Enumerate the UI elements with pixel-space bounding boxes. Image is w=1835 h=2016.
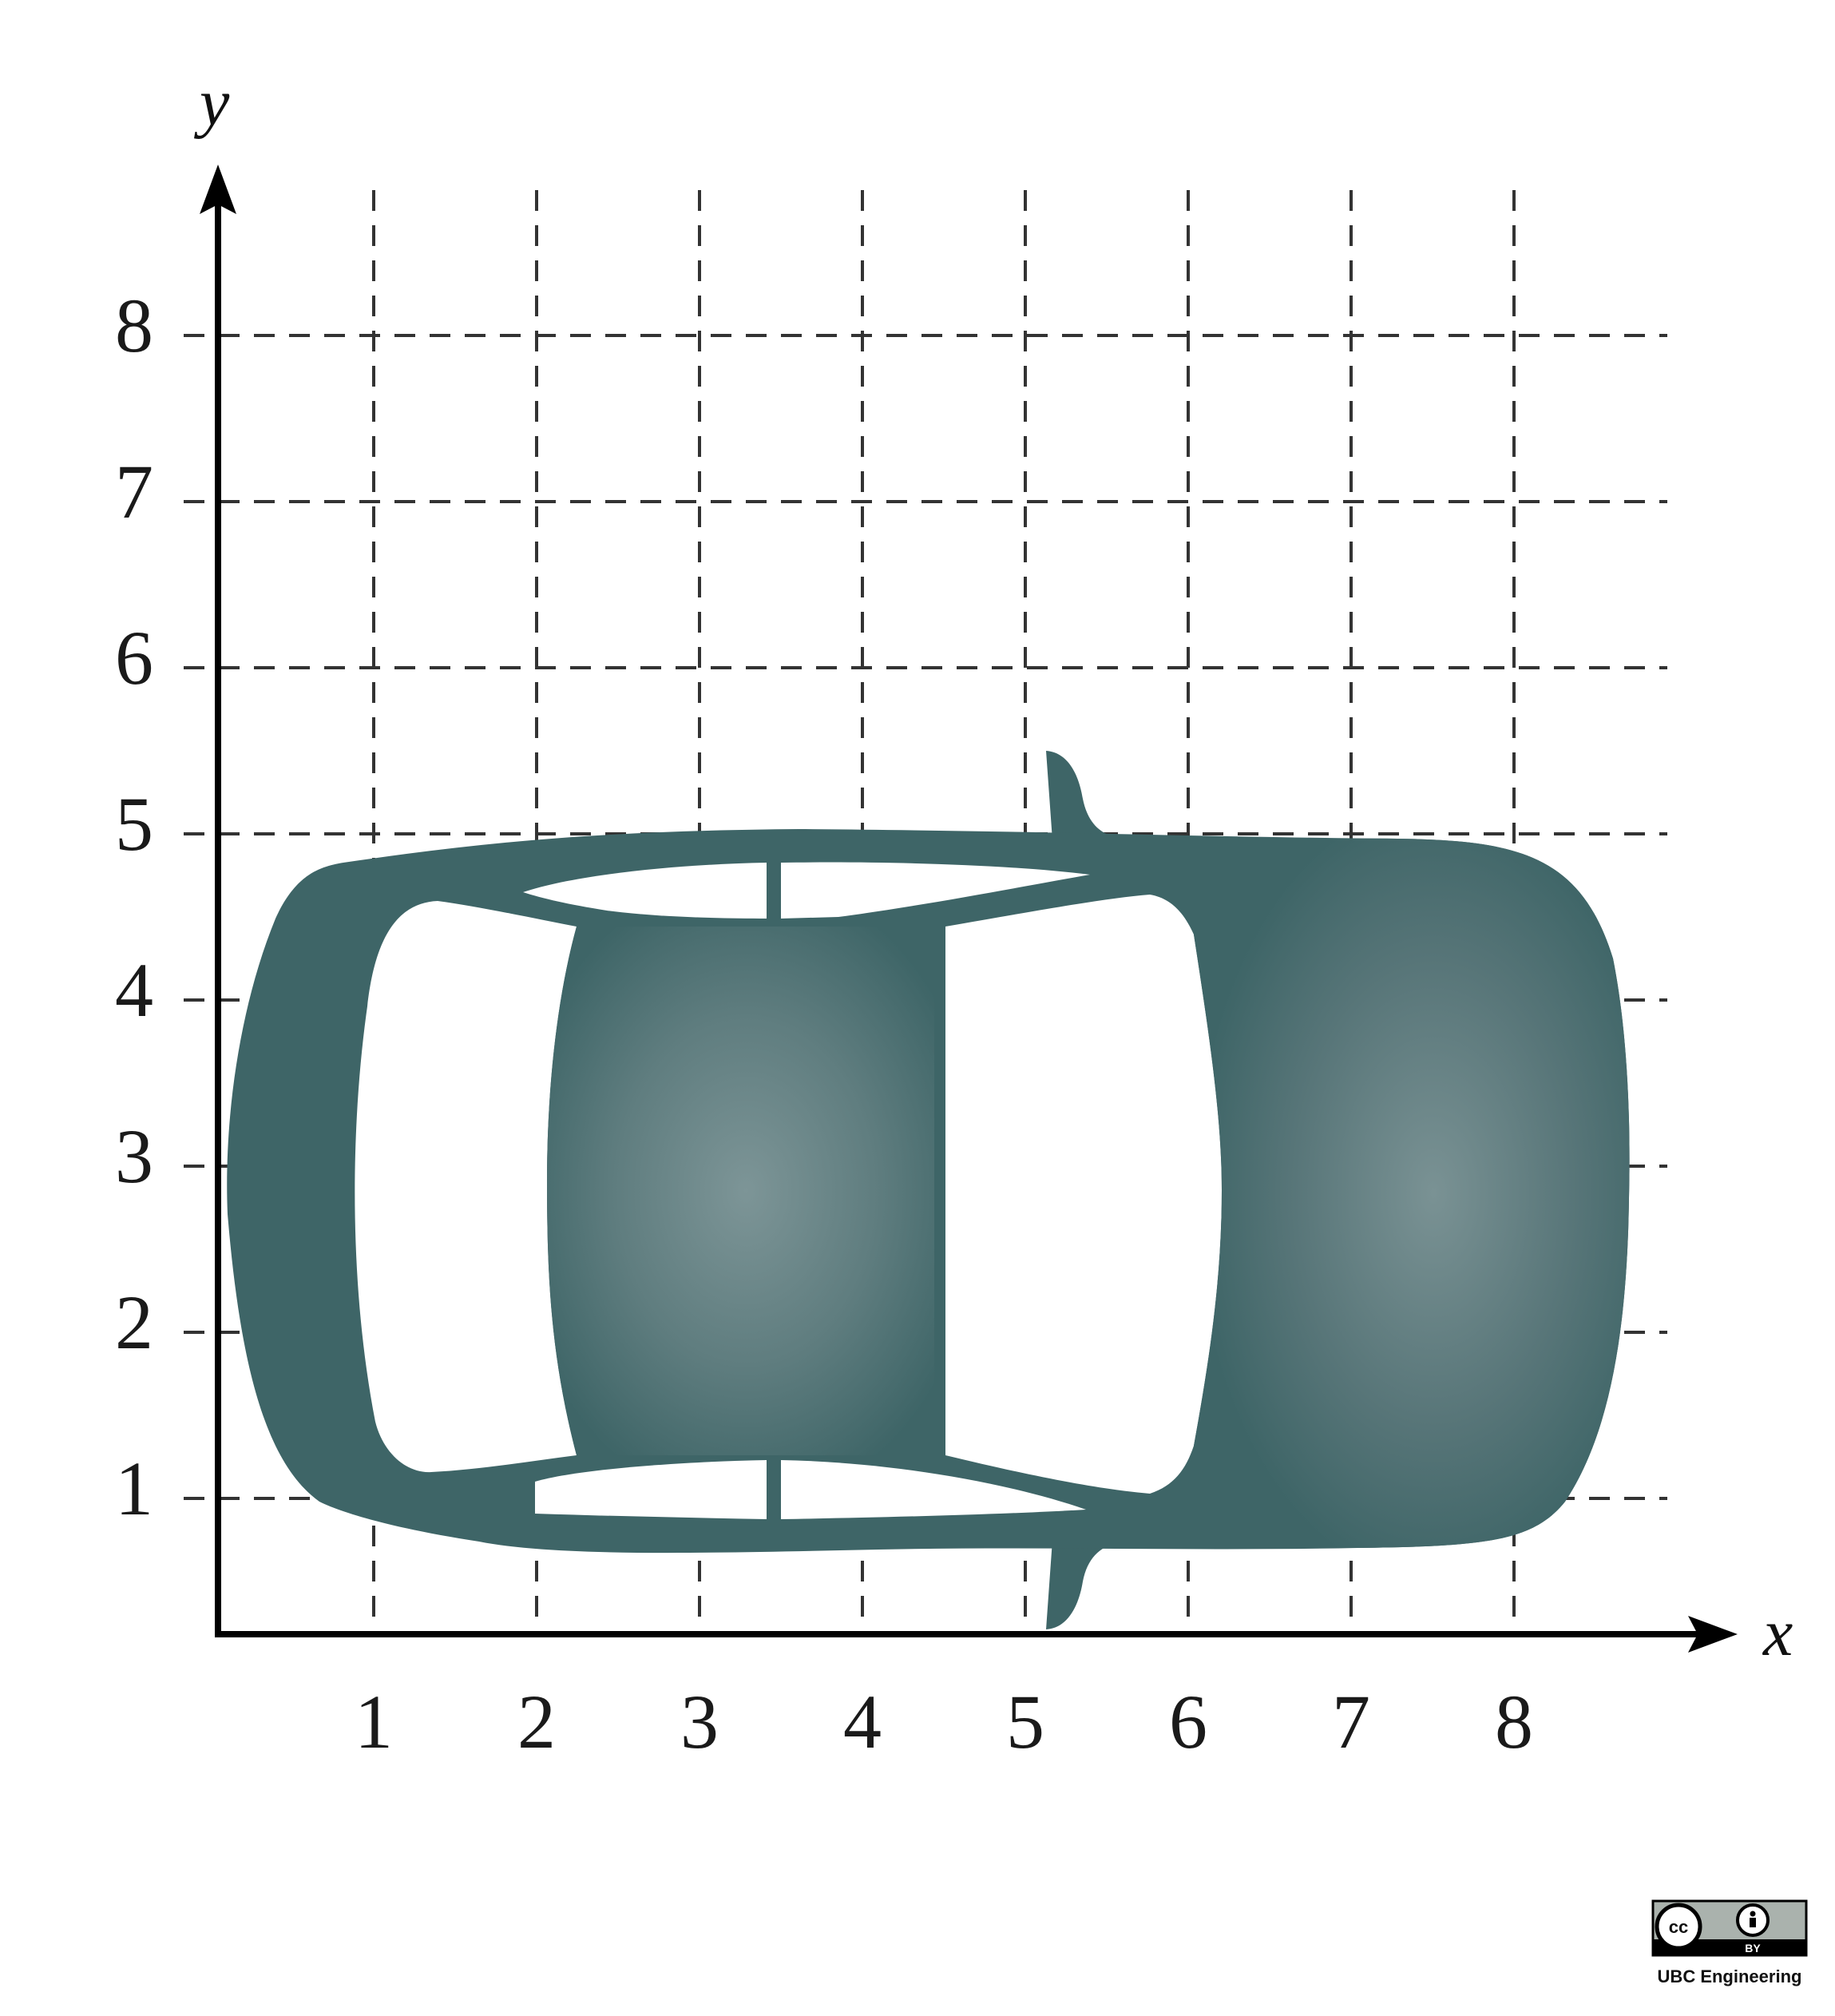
x-tick-5: 5	[1006, 1679, 1044, 1764]
attribution-icon-head	[1750, 1911, 1756, 1917]
car-top-view	[227, 751, 1630, 1629]
by-label: BY	[1745, 1942, 1761, 1954]
cc-icon	[1655, 1903, 1702, 1951]
x-tick-2: 2	[517, 1679, 556, 1764]
axes: y x	[193, 65, 1793, 1670]
x-axis-arrowhead	[1688, 1616, 1738, 1653]
side-window-top-front	[781, 862, 1090, 919]
mirror-bottom	[1046, 1540, 1118, 1629]
y-tick-3: 3	[115, 1113, 153, 1199]
x-axis-label: x	[1762, 1596, 1793, 1670]
x-tick-4: 4	[843, 1679, 882, 1764]
y-tick-1: 1	[115, 1446, 153, 1531]
x-tick-8: 8	[1495, 1679, 1533, 1764]
rear-window	[355, 901, 577, 1473]
y-axis-label: y	[193, 65, 230, 140]
x-tick-3: 3	[680, 1679, 719, 1764]
mirror-top	[1046, 751, 1118, 840]
x-tick-1: 1	[355, 1679, 393, 1764]
attribution-icon-body	[1750, 1918, 1756, 1927]
x-tick-labels: 1 2 3 4 5 6 7 8	[355, 1679, 1533, 1764]
license-badge: cc BY UBC Engineering	[1651, 1899, 1808, 1986]
roof	[547, 927, 945, 1455]
y-tick-6: 6	[115, 615, 153, 700]
license-credit: UBC Engineering	[1658, 1966, 1802, 1986]
y-tick-labels: 1 2 3 4 5 6 7 8	[115, 283, 153, 1531]
hood	[1194, 838, 1630, 1548]
cc-icon-glyph: cc	[1669, 1917, 1688, 1937]
x-tick-6: 6	[1169, 1679, 1207, 1764]
front-windshield	[945, 895, 1222, 1494]
roof-front-edge	[934, 927, 945, 1455]
y-tick-7: 7	[115, 449, 153, 534]
y-axis-arrowhead	[200, 165, 236, 214]
side-window-bottom-front	[781, 1460, 1086, 1519]
y-tick-2: 2	[115, 1280, 153, 1365]
x-tick-7: 7	[1332, 1679, 1370, 1764]
y-tick-8: 8	[115, 283, 153, 368]
y-tick-4: 4	[115, 947, 153, 1033]
y-tick-5: 5	[115, 781, 153, 867]
side-window-bottom-rear	[535, 1460, 767, 1519]
side-window-top-rear	[523, 863, 767, 919]
